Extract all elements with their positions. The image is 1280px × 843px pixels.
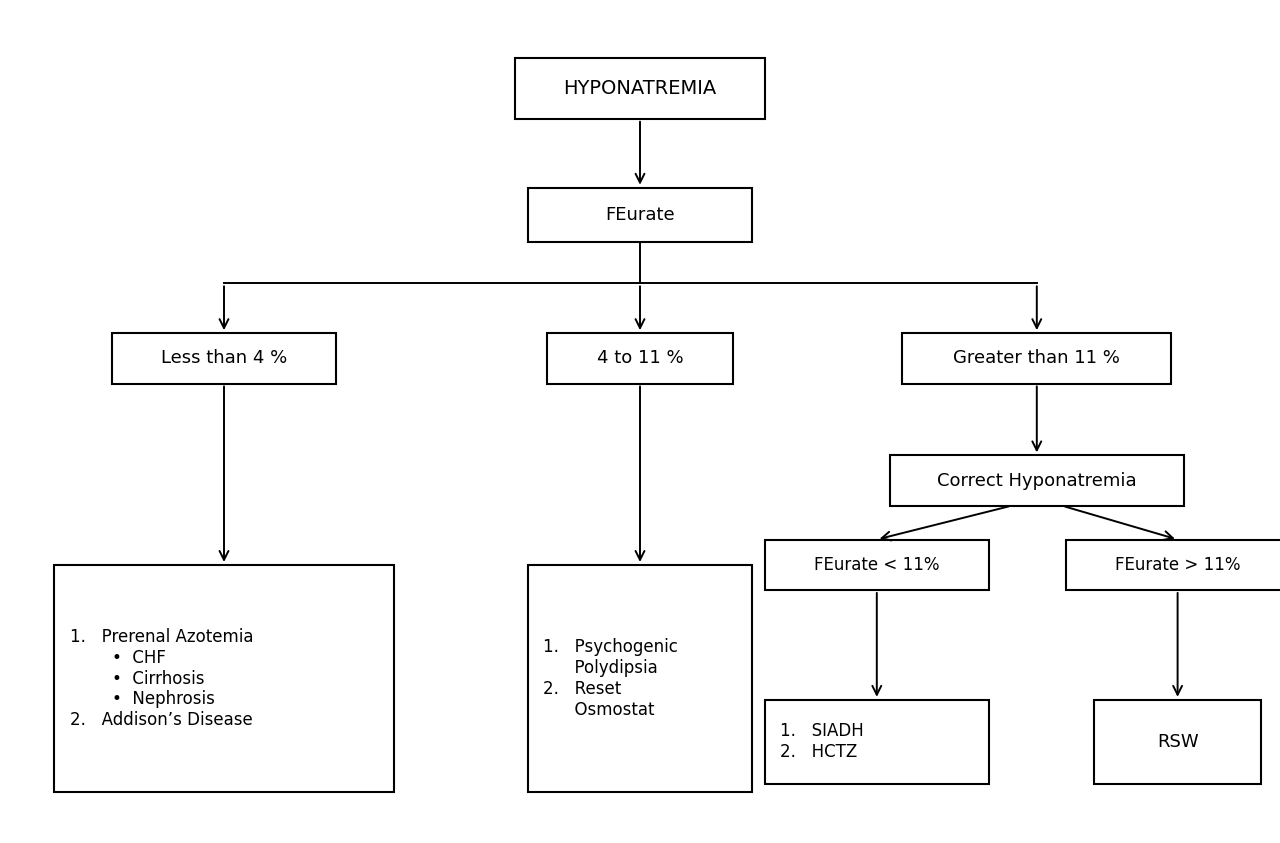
Text: FEurate < 11%: FEurate < 11% [814, 556, 940, 574]
FancyBboxPatch shape [515, 58, 765, 119]
FancyBboxPatch shape [529, 565, 751, 792]
FancyBboxPatch shape [1094, 700, 1261, 784]
Text: FEurate > 11%: FEurate > 11% [1115, 556, 1240, 574]
Text: RSW: RSW [1157, 733, 1198, 751]
Text: HYPONATREMIA: HYPONATREMIA [563, 79, 717, 98]
Text: Greater than 11 %: Greater than 11 % [954, 349, 1120, 368]
FancyBboxPatch shape [529, 187, 751, 242]
FancyBboxPatch shape [765, 540, 988, 590]
Text: FEurate: FEurate [605, 206, 675, 224]
Text: 1.   SIADH
2.   HCTZ: 1. SIADH 2. HCTZ [781, 722, 864, 761]
Text: 4 to 11 %: 4 to 11 % [596, 349, 684, 368]
FancyBboxPatch shape [54, 565, 394, 792]
FancyBboxPatch shape [902, 333, 1171, 384]
FancyBboxPatch shape [765, 700, 988, 784]
Text: Less than 4 %: Less than 4 % [161, 349, 287, 368]
Text: 1.   Psychogenic
      Polydipsia
2.   Reset
      Osmostat: 1. Psychogenic Polydipsia 2. Reset Osmos… [544, 638, 678, 719]
FancyBboxPatch shape [890, 455, 1184, 506]
Text: Correct Hyponatremia: Correct Hyponatremia [937, 471, 1137, 490]
FancyBboxPatch shape [548, 333, 732, 384]
FancyBboxPatch shape [113, 333, 335, 384]
Text: 1.   Prerenal Azotemia
        •  CHF
        •  Cirrhosis
        •  Nephrosis
: 1. Prerenal Azotemia • CHF • Cirrhosis •… [69, 628, 253, 729]
FancyBboxPatch shape [1065, 540, 1280, 590]
